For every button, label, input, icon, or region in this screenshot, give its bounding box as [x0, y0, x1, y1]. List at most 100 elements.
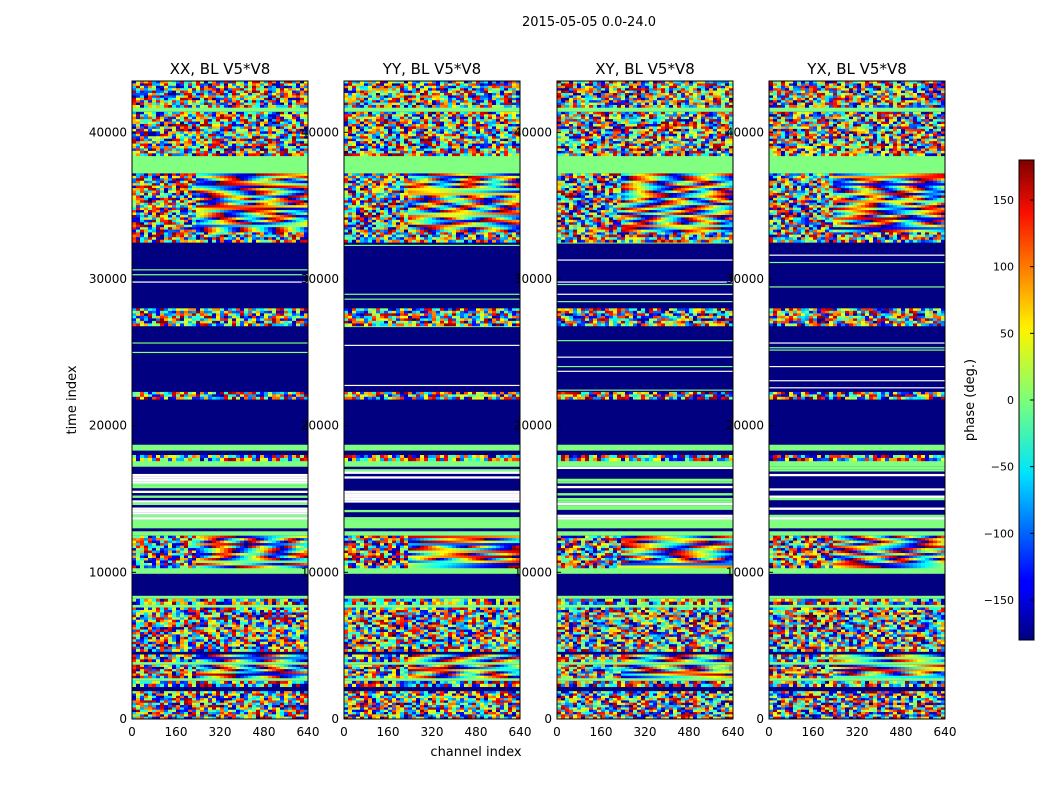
phase-cell	[184, 185, 189, 189]
phase-cell	[156, 565, 161, 569]
phase-cell	[292, 185, 297, 189]
phase-cell	[200, 133, 205, 137]
phase-cell	[176, 313, 181, 317]
phase-cell	[196, 619, 201, 623]
phase-cell	[136, 695, 141, 699]
phase-cell	[264, 239, 269, 243]
phase-cell	[240, 601, 245, 605]
phase-cell	[284, 192, 289, 196]
phase-cell	[200, 190, 205, 194]
stripe	[132, 471, 308, 474]
phase-cell	[160, 545, 165, 549]
phase-cell	[200, 646, 205, 650]
phase-cell	[176, 394, 181, 398]
phase-cell	[276, 111, 281, 115]
phase-cell	[260, 644, 265, 647]
phase-cell	[192, 614, 197, 618]
phase-cell	[172, 712, 177, 715]
phase-cell	[184, 310, 189, 314]
phase-cell	[172, 185, 177, 189]
phase-cell	[224, 192, 229, 196]
phase-cell	[164, 207, 169, 211]
phase-cell	[136, 707, 141, 711]
phase-cell	[272, 210, 277, 213]
phase-cell	[256, 680, 261, 685]
phase-cell	[276, 185, 281, 189]
phase-cell	[288, 565, 293, 569]
phase-cell	[172, 192, 177, 196]
phase-cell	[280, 553, 285, 556]
phase-cell	[188, 627, 193, 630]
phase-cell	[256, 716, 261, 719]
phase-cell	[236, 128, 241, 132]
phase-cell	[140, 214, 145, 218]
phase-cell	[236, 558, 241, 561]
phase-cell	[268, 550, 273, 554]
phase-cell	[228, 214, 233, 218]
phase-cell	[144, 669, 149, 672]
phase-cell	[276, 675, 281, 679]
phase-cell	[300, 227, 305, 230]
phase-cell	[132, 185, 137, 189]
phase-cell	[172, 540, 177, 544]
phase-cell	[232, 308, 237, 312]
phase-cell	[164, 178, 169, 182]
phase-cell	[204, 217, 209, 221]
phase-cell	[248, 555, 253, 559]
phase-cell	[288, 639, 293, 643]
phase-cell	[192, 631, 197, 635]
phase-cell	[180, 320, 185, 324]
phase-cell	[244, 656, 249, 660]
phase-cell	[204, 178, 209, 182]
phase-cell	[172, 538, 177, 541]
phase-cell	[192, 644, 197, 647]
phase-cell	[244, 141, 249, 144]
phase-cell	[248, 121, 253, 125]
phase-cell	[300, 175, 305, 179]
phase-cell	[212, 141, 217, 144]
phase-cell	[216, 315, 221, 319]
phase-cell	[220, 654, 225, 658]
phase-cell	[164, 654, 169, 658]
phase-cell	[192, 457, 197, 462]
phase-cell	[212, 124, 217, 127]
phase-cell	[188, 558, 193, 561]
phase-cell	[152, 634, 157, 638]
phase-cell	[272, 560, 277, 564]
phase-cell	[224, 654, 229, 658]
phase-cell	[196, 624, 201, 628]
phase-cell	[152, 627, 157, 630]
phase-cell	[136, 116, 141, 120]
phase-cell	[184, 545, 189, 549]
phase-cell	[296, 175, 301, 179]
phase-cell	[268, 641, 273, 645]
phase-cell	[260, 669, 265, 672]
phase-cell	[184, 178, 189, 182]
phase-cell	[144, 131, 149, 135]
phase-cell	[260, 202, 265, 206]
phase-cell	[252, 691, 257, 694]
phase-cell	[232, 212, 237, 216]
phase-cell	[164, 224, 169, 228]
phase-cell	[268, 457, 273, 462]
phase-cell	[256, 111, 261, 115]
phase-cell	[280, 714, 285, 717]
phase-cell	[272, 646, 277, 650]
phase-cell	[200, 548, 205, 551]
phase-cell	[208, 540, 213, 544]
phase-cell	[196, 180, 201, 184]
phase-cell	[200, 535, 205, 539]
phase-cell	[244, 185, 249, 189]
time-band	[132, 455, 308, 462]
phase-cell	[164, 119, 169, 122]
phase-cell	[300, 614, 305, 618]
phase-cell	[304, 394, 308, 398]
phase-cell	[260, 680, 265, 685]
phase-cell	[256, 318, 261, 322]
sparse-stripe	[132, 351, 308, 354]
phase-cell	[148, 222, 153, 226]
phase-cell	[280, 229, 285, 233]
phase-cell	[204, 622, 209, 625]
phase-cell	[240, 133, 245, 137]
phase-cell	[180, 666, 185, 670]
